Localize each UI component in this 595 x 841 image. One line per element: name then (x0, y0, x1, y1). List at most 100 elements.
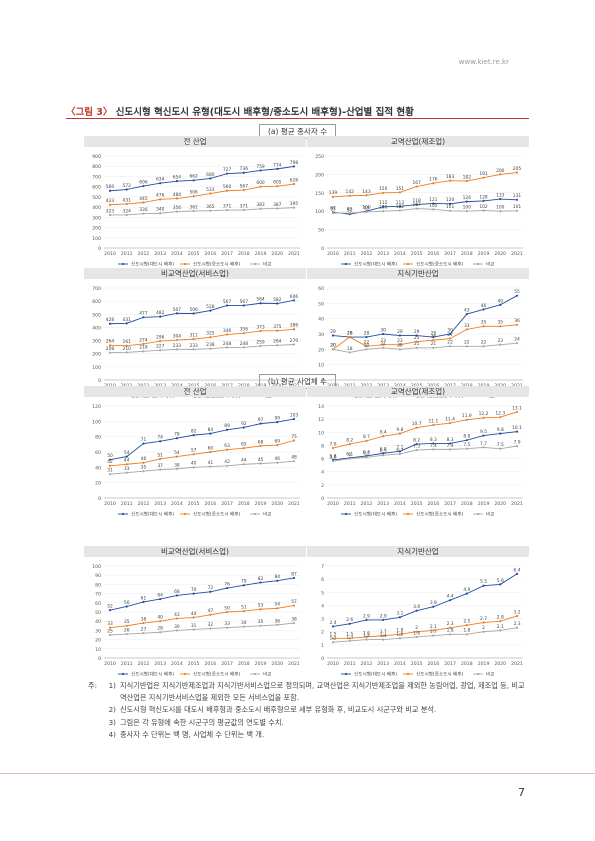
data-label: 445 (139, 196, 148, 202)
x-tick-label: 2018 (238, 661, 250, 667)
legend-label: 비교 (486, 511, 494, 518)
data-point (259, 185, 262, 188)
data-point (159, 440, 162, 443)
data-label: 35 (124, 619, 130, 625)
data-point (175, 338, 179, 342)
x-tick-label: 2017 (444, 661, 456, 667)
y-tick-label: 1 (321, 643, 324, 649)
data-point (292, 439, 296, 442)
data-point (465, 439, 468, 442)
data-label: 65 (241, 442, 247, 448)
data-point (259, 608, 262, 611)
x-tick-label: 2017 (444, 251, 456, 257)
x-tick-label: 2018 (461, 501, 473, 507)
line-chart: 0102030405060201020112012201320142015201… (318, 286, 523, 400)
y-tick-label: 200 (315, 172, 324, 178)
x-tick-label: 2010 (104, 251, 116, 257)
data-label: 76 (224, 581, 230, 587)
data-label: 365 (206, 204, 215, 210)
data-label: 600 (256, 180, 265, 186)
data-label: 233 (189, 343, 198, 349)
data-point (242, 332, 245, 335)
data-label: 662 (189, 174, 198, 180)
x-tick-label: 2015 (411, 661, 423, 667)
data-label: 1.4 (380, 633, 387, 639)
data-label: 324 (123, 208, 132, 214)
data-point (192, 628, 195, 631)
x-tick-label: 2016 (205, 251, 217, 257)
data-point (108, 213, 112, 217)
data-point (159, 182, 162, 185)
data-point (515, 342, 519, 345)
x-tick-label: 2016 (428, 661, 440, 667)
data-label: 182 (463, 174, 472, 180)
data-point (415, 443, 418, 446)
data-point (331, 334, 335, 337)
data-point (225, 428, 229, 431)
data-point (276, 421, 279, 424)
data-label: 100 (379, 205, 388, 211)
data-point (515, 626, 519, 629)
data-label: 9.5 (480, 429, 487, 435)
data-label: 774 (273, 162, 282, 168)
data-label: 51 (157, 452, 163, 458)
legend-marker (253, 512, 257, 516)
series-line (332, 431, 518, 461)
data-point (192, 434, 195, 437)
note-text: 지식기반업은 지식기반제조업과 지식기반서비스업으로 정의되며, 교역산업은 지… (120, 681, 525, 703)
data-label: 27 (141, 627, 147, 633)
y-tick-label: 80 (95, 435, 101, 441)
series-line (109, 440, 295, 467)
data-point (482, 416, 485, 419)
data-label: 383 (256, 202, 265, 208)
note-number: 2) (108, 705, 116, 715)
data-label: 387 (273, 202, 282, 208)
y-tick-label: 20 (95, 481, 101, 487)
data-point (125, 605, 128, 608)
data-label: 71 (141, 437, 147, 443)
data-point (292, 182, 296, 186)
series-line (109, 418, 295, 461)
data-label: 8.3 (430, 437, 437, 443)
data-point (482, 345, 485, 348)
data-point (331, 446, 335, 450)
data-point (382, 452, 385, 455)
data-label: 21 (431, 341, 437, 347)
legend-label: 비교 (486, 261, 494, 268)
data-label: 31 (191, 623, 197, 629)
data-label: 54 (124, 450, 130, 456)
data-label: 79 (241, 579, 247, 585)
data-label: 336 (139, 207, 148, 213)
x-tick-label: 2019 (478, 251, 490, 257)
data-label: 567 (240, 299, 249, 305)
data-label: 9.4 (380, 430, 387, 436)
data-point (448, 209, 452, 212)
x-tick-label: 2021 (288, 661, 300, 667)
data-label: 33 (124, 466, 130, 472)
legend-marker (406, 262, 410, 266)
data-label: 8.3 (447, 437, 454, 443)
legend-label: 신도시형(대도시 배후) (354, 261, 397, 268)
y-tick-label: 12 (318, 417, 324, 423)
data-label: 346 (223, 328, 232, 334)
data-label: 4.4 (447, 594, 454, 600)
x-tick-label: 2019 (255, 251, 267, 257)
y-tick-label: 0 (98, 378, 101, 384)
notes: 주: 1) 지식기반업은 지식기반제조업과 지식기반서비스업으로 정의되며, 교역산… (88, 680, 528, 741)
data-point (365, 638, 368, 641)
data-label: 362 (189, 204, 198, 210)
data-point (499, 432, 502, 435)
data-point (482, 308, 485, 311)
data-label: 30 (380, 327, 386, 333)
data-point (292, 576, 296, 580)
data-point (242, 584, 245, 587)
data-label: 35 (141, 465, 147, 471)
data-label: 9.8 (396, 427, 403, 433)
y-tick-label: 100 (92, 564, 101, 570)
data-point (108, 458, 112, 461)
data-label: 23 (397, 338, 403, 344)
x-tick-label: 2016 (205, 661, 217, 667)
data-point (365, 194, 368, 197)
data-label: 25 (107, 628, 113, 634)
y-tick-label: 700 (92, 286, 101, 292)
